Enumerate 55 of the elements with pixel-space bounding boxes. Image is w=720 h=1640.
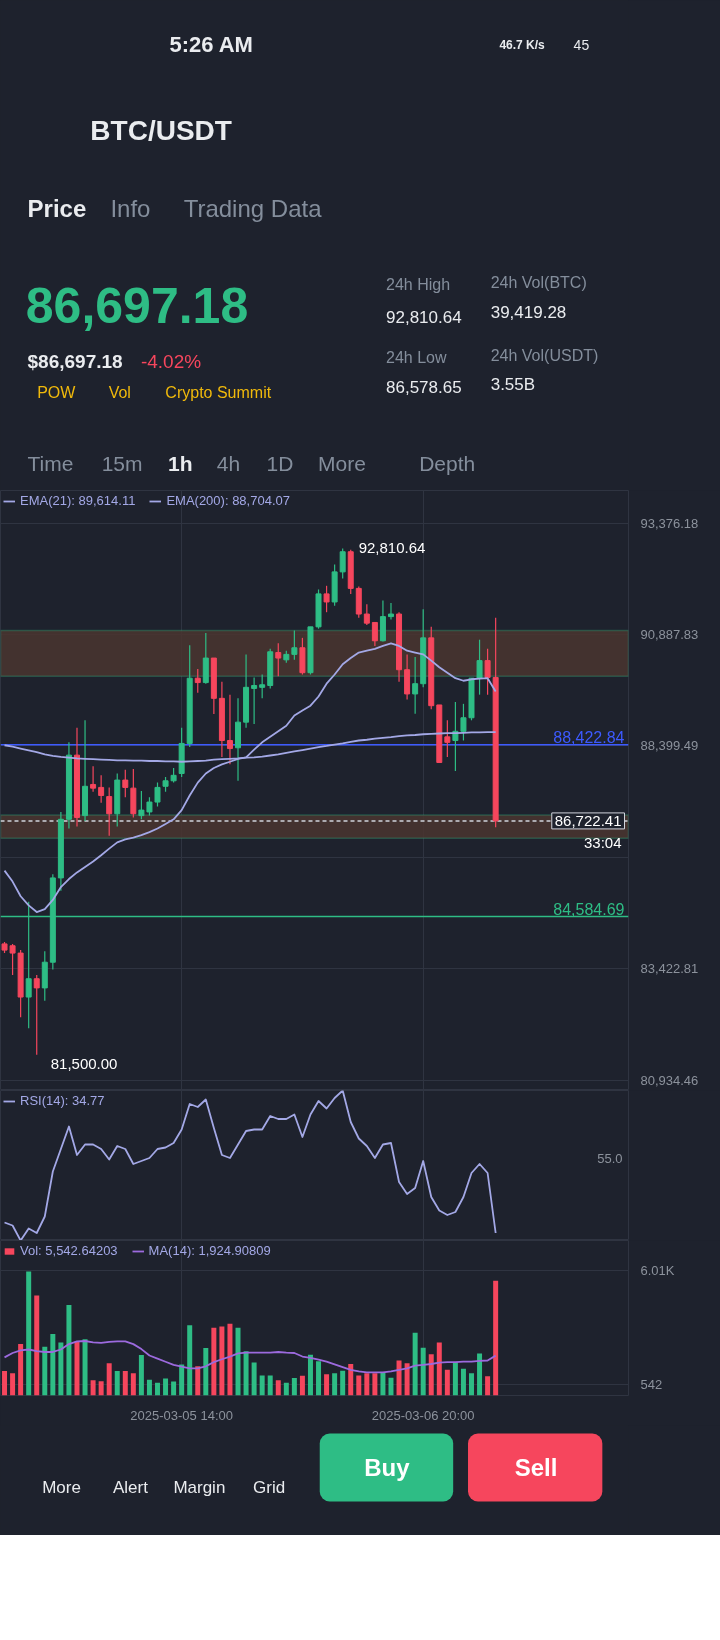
text: 3.55B	[490, 375, 536, 394]
text: Alert	[112, 1478, 149, 1497]
y-tick-label: 88,399.49	[640, 738, 699, 754]
text: Trading Data	[183, 195, 323, 222]
y-tick-label: 80,934.46	[640, 1072, 699, 1088]
text: Buy	[364, 1454, 411, 1481]
text: BTC/USDT	[90, 115, 232, 146]
annotation: 92,810.64	[358, 539, 426, 557]
annotation: 55.0	[597, 1150, 623, 1166]
text: Margin	[173, 1478, 226, 1497]
text: 5:26 AM	[169, 32, 253, 57]
text: 1D	[266, 452, 294, 475]
annotation: 33:04	[583, 833, 622, 851]
x-tick-label: 2025-03-06 20:00	[371, 1407, 475, 1423]
text: Sell	[514, 1454, 558, 1481]
ref-line-label: 84,584.69	[553, 900, 625, 918]
y-tick-label: 83,422.81	[640, 961, 699, 977]
legend-label: EMA(200): 88,704.07	[166, 493, 290, 508]
text: Vol	[108, 384, 131, 401]
text: 15m	[101, 452, 143, 475]
text: More	[317, 452, 366, 475]
text: 24h Vol(USDT)	[490, 347, 599, 364]
legend-label: RSI(14): 34.77	[20, 1093, 105, 1108]
text: Depth	[419, 452, 476, 475]
text: Time	[27, 452, 74, 475]
text: Price	[27, 195, 87, 222]
text: 45	[573, 36, 590, 53]
text: 46.7 K/s	[499, 37, 546, 52]
x-tick-label: 2025-03-05 14:00	[130, 1407, 233, 1423]
text: 24h Low	[386, 349, 447, 366]
legend-label: MA(14): 1,924.90809	[148, 1243, 271, 1258]
text: POW	[37, 384, 77, 401]
text: -4.02%	[140, 351, 202, 372]
legend-label: EMA(21): 89,614.11	[20, 493, 136, 508]
y-tick-label: 93,376.18	[640, 515, 699, 531]
legend-label: Vol: 5,542.64203	[20, 1243, 118, 1258]
text: 24h Vol(BTC)	[490, 274, 587, 291]
text: 39,419.28	[490, 302, 567, 322]
text: Crypto Summit	[165, 384, 272, 401]
text: More	[42, 1478, 81, 1497]
annotation: 81,500.00	[50, 1054, 118, 1072]
y-tick-label: 6.01K	[640, 1263, 675, 1279]
text: 86,578.65	[386, 377, 462, 397]
text: Info	[110, 195, 151, 222]
y-tick-label: 90,887.83	[640, 626, 699, 642]
text: 92,810.64	[386, 307, 462, 327]
ref-line-label: 88,422.84	[553, 728, 625, 746]
ref-line-label: 86,722.41	[554, 811, 622, 829]
y-tick-label: 542	[640, 1376, 663, 1392]
text: 24h High	[386, 276, 451, 293]
text: Grid	[253, 1478, 286, 1497]
text: 4h	[216, 452, 241, 475]
text: 86,697.18	[25, 278, 249, 334]
text: 1h	[167, 452, 193, 475]
text: $86,697.18	[27, 351, 123, 372]
